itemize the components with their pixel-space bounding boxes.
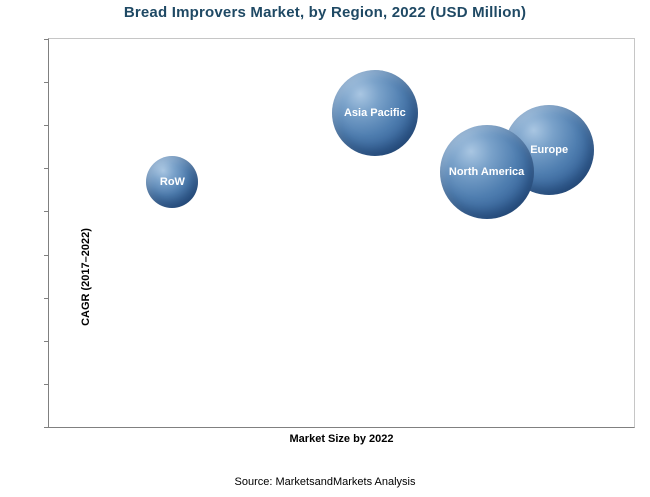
y-axis-tick	[44, 254, 49, 256]
bubble-asia-pacific: Asia Pacific	[331, 70, 418, 157]
x-axis-label: Market Size by 2022	[289, 433, 394, 445]
y-axis-tick	[44, 211, 49, 213]
source-note: Source: MarketsandMarkets Analysis	[234, 476, 416, 488]
y-axis-tick	[44, 383, 49, 385]
y-axis-tick	[44, 125, 49, 127]
chart-title: Bread Improvers Market, by Region, 2022 …	[123, 4, 527, 21]
y-axis-tick	[44, 340, 49, 342]
bubble-north-america: North America	[439, 125, 534, 220]
y-axis-label: CAGR (2017–2022)	[80, 228, 92, 326]
bubble-label: North America	[448, 166, 525, 179]
bubble-label: Europe	[530, 143, 569, 156]
y-axis-tick	[44, 297, 49, 299]
bubble-row: RoW	[146, 156, 199, 209]
plot-area: CAGR (2017–2022) RoW Asia Pacific Europe No…	[44, 38, 635, 428]
y-axis-tick	[44, 427, 49, 428]
y-axis-tick	[44, 168, 49, 170]
bubble-label: Asia Pacific	[343, 107, 406, 120]
y-axis-tick	[44, 82, 49, 84]
y-axis-tick	[44, 39, 49, 40]
bubble-label: RoW	[159, 176, 185, 189]
